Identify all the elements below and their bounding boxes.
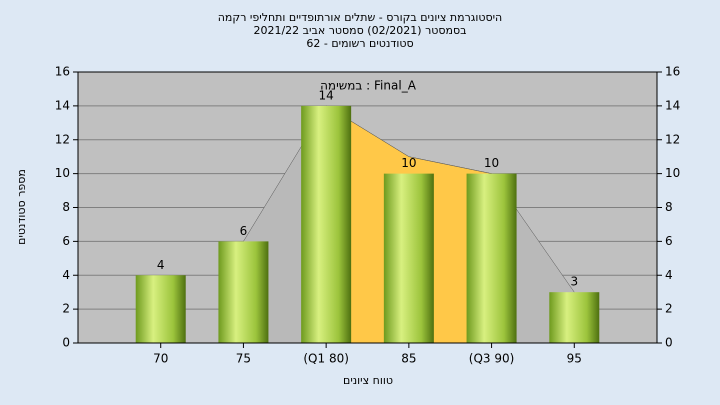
y2-tick-label: 14: [665, 98, 680, 112]
value-label: 6: [240, 224, 248, 238]
x-tick-label: (Q1 80): [303, 352, 349, 366]
bar: [301, 105, 352, 343]
y-tick-label: 4: [62, 268, 70, 282]
x-tick-label: 75: [236, 352, 251, 366]
chart-subtitle: בסמסטר (02/2021) סמסטר אביב 2021/22: [253, 24, 466, 37]
value-label: 14: [319, 88, 334, 102]
y2-tick-label: 6: [665, 234, 673, 248]
bar: [549, 292, 600, 343]
x-tick-label: 95: [567, 352, 582, 366]
x-tick-label: 85: [401, 352, 416, 366]
value-label: 10: [401, 156, 416, 170]
y-tick-label: 8: [62, 200, 70, 214]
bar: [383, 173, 434, 343]
y-tick-label: 6: [62, 234, 70, 248]
y2-tick-label: 0: [665, 336, 673, 350]
y-tick-label: 16: [55, 65, 70, 79]
y2-tick-label: 16: [665, 65, 680, 79]
y2-tick-label: 4: [665, 268, 673, 282]
chart-title: היסטוגרמת ציונים בקורס - שתלים אורתופדיי…: [218, 11, 503, 24]
x-tick-label: (Q3 90): [469, 352, 515, 366]
plot-border: [77, 71, 658, 344]
y2-tick-label: 8: [665, 200, 673, 214]
y2-tick-label: 2: [665, 302, 673, 316]
y2-tick-label: 12: [665, 132, 680, 146]
bar: [218, 241, 269, 343]
y-tick-label: 0: [62, 336, 70, 350]
value-label: 4: [157, 258, 165, 272]
x-axis-label: טווח ציונים: [343, 374, 393, 387]
bar: [466, 173, 517, 343]
y-tick-label: 2: [62, 302, 70, 316]
y-tick-label: 14: [55, 98, 70, 112]
value-label: 10: [484, 156, 499, 170]
annotation: במשימה : Final_A: [320, 79, 417, 93]
y-tick-label: 12: [55, 132, 70, 146]
x-tick-label: 70: [153, 352, 168, 366]
y-axis-label: מספר סטודנטים: [15, 169, 28, 245]
y2-tick-label: 10: [665, 166, 680, 180]
chart-subtitle: סטודנטים רשומים - 62: [306, 37, 413, 50]
bar: [135, 275, 186, 343]
value-label: 3: [570, 275, 578, 289]
y-tick-label: 10: [55, 166, 70, 180]
